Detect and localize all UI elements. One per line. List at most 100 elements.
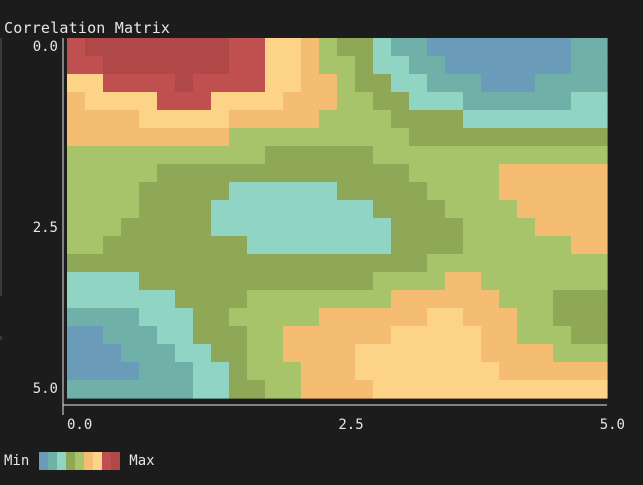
heatmap-cell bbox=[409, 200, 428, 219]
heatmap-cell bbox=[571, 272, 590, 291]
legend-swatch bbox=[93, 452, 103, 470]
heatmap-cell bbox=[427, 254, 446, 273]
heatmap-cell bbox=[355, 74, 374, 93]
heatmap-cell bbox=[175, 236, 194, 255]
heatmap-cell bbox=[373, 110, 392, 129]
heatmap-cell bbox=[301, 38, 320, 57]
heatmap-cell bbox=[589, 254, 608, 273]
heatmap-cell bbox=[409, 110, 428, 129]
heatmap-cell bbox=[517, 344, 536, 363]
heatmap-cell bbox=[337, 344, 356, 363]
heatmap-cell bbox=[409, 218, 428, 237]
heatmap-cell bbox=[265, 218, 284, 237]
heatmap-cell bbox=[409, 254, 428, 273]
heatmap-cell bbox=[229, 290, 248, 309]
heatmap-cell bbox=[463, 74, 482, 93]
heatmap-cell bbox=[265, 362, 284, 381]
heatmap-cell bbox=[283, 290, 302, 309]
heatmap-cell bbox=[391, 182, 410, 201]
heatmap-cell bbox=[301, 326, 320, 345]
heatmap-cell bbox=[229, 38, 248, 57]
heatmap-cell bbox=[175, 380, 194, 399]
heatmap-cell bbox=[571, 164, 590, 183]
heatmap-cell bbox=[193, 308, 212, 327]
heatmap-cell bbox=[139, 344, 158, 363]
heatmap-cell bbox=[517, 164, 536, 183]
heatmap-cell bbox=[265, 272, 284, 291]
heatmap-cell bbox=[391, 362, 410, 381]
heatmap-cell bbox=[391, 200, 410, 219]
heatmap-cell bbox=[139, 128, 158, 147]
heatmap-cell bbox=[85, 218, 104, 237]
heatmap-cell bbox=[499, 308, 518, 327]
heatmap-cell bbox=[571, 236, 590, 255]
heatmap-cell bbox=[553, 146, 572, 165]
heatmap-chart: 0.0 2.5 5.0 0.0 2.5 5.0 bbox=[33, 38, 625, 433]
heatmap-cell bbox=[85, 74, 104, 93]
heatmap-cell bbox=[391, 74, 410, 93]
heatmap-cell bbox=[391, 128, 410, 147]
heatmap-cell bbox=[247, 380, 266, 399]
heatmap-cell bbox=[121, 110, 140, 129]
heatmap-cell bbox=[193, 218, 212, 237]
heatmap-cell bbox=[481, 128, 500, 147]
heatmap-cell bbox=[301, 164, 320, 183]
heatmap-cell bbox=[553, 110, 572, 129]
heatmap-cell bbox=[373, 128, 392, 147]
heatmap-cell bbox=[247, 308, 266, 327]
heatmap-cell bbox=[499, 290, 518, 309]
heatmap-cell bbox=[121, 200, 140, 219]
heatmap-cell bbox=[85, 110, 104, 129]
heatmap-cell bbox=[355, 380, 374, 399]
heatmap-cell bbox=[337, 200, 356, 219]
x-tick-label: 5.0 bbox=[600, 417, 625, 433]
heatmap-cell bbox=[211, 146, 230, 165]
heatmap-cell bbox=[265, 344, 284, 363]
heatmap-cell bbox=[517, 200, 536, 219]
heatmap-cell bbox=[445, 254, 464, 273]
heatmap-cell bbox=[535, 344, 554, 363]
heatmap-cell bbox=[211, 92, 230, 111]
heatmap-cell bbox=[85, 128, 104, 147]
heatmap-cell bbox=[427, 362, 446, 381]
heatmap-cell bbox=[355, 218, 374, 237]
heatmap-cell bbox=[175, 362, 194, 381]
heatmap-cell bbox=[427, 380, 446, 399]
heatmap-cell bbox=[553, 344, 572, 363]
heatmap-cell bbox=[337, 308, 356, 327]
heatmap-cell bbox=[157, 236, 176, 255]
heatmap-cells bbox=[67, 38, 608, 399]
heatmap-cell bbox=[517, 92, 536, 111]
heatmap-cell bbox=[319, 74, 338, 93]
heatmap-cell bbox=[103, 110, 122, 129]
heatmap-cell bbox=[499, 110, 518, 129]
heatmap-cell bbox=[301, 308, 320, 327]
heatmap-cell bbox=[499, 164, 518, 183]
heatmap-cell bbox=[283, 218, 302, 237]
heatmap-cell bbox=[319, 128, 338, 147]
heatmap-cell bbox=[553, 38, 572, 57]
heatmap-cell bbox=[193, 146, 212, 165]
heatmap-cell bbox=[517, 218, 536, 237]
heatmap-cell bbox=[121, 146, 140, 165]
heatmap-cell bbox=[85, 362, 104, 381]
heatmap-cell bbox=[427, 308, 446, 327]
heatmap-cell bbox=[103, 344, 122, 363]
chart-title: Correlation Matrix bbox=[4, 19, 171, 37]
heatmap-cell bbox=[499, 344, 518, 363]
heatmap-cell bbox=[391, 56, 410, 75]
heatmap-cell bbox=[355, 308, 374, 327]
heatmap-cell bbox=[571, 326, 590, 345]
heatmap-cell bbox=[301, 128, 320, 147]
heatmap-cell bbox=[229, 56, 248, 75]
heatmap-cell bbox=[121, 380, 140, 399]
heatmap-cell bbox=[517, 272, 536, 291]
heatmap-cell bbox=[373, 236, 392, 255]
heatmap-cell bbox=[337, 218, 356, 237]
heatmap-cell bbox=[139, 164, 158, 183]
heatmap-cell bbox=[535, 362, 554, 381]
heatmap-cell bbox=[175, 326, 194, 345]
heatmap-cell bbox=[193, 290, 212, 309]
heatmap-cell bbox=[319, 38, 338, 57]
heatmap-cell bbox=[193, 380, 212, 399]
